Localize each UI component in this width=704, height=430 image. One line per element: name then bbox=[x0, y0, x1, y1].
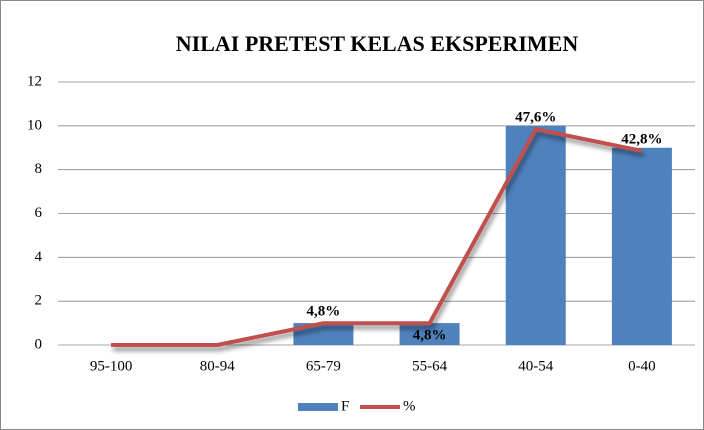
x-tick-label: 55-64 bbox=[412, 358, 447, 374]
data-label: 42,8% bbox=[621, 131, 662, 147]
x-tick-label: 0-40 bbox=[628, 358, 656, 374]
legend-label: F bbox=[341, 398, 349, 414]
y-tick-label: 10 bbox=[27, 117, 42, 133]
bar bbox=[611, 147, 672, 345]
x-tick-label: 65-79 bbox=[306, 358, 341, 374]
legend-label: % bbox=[403, 398, 416, 414]
x-tick-label: 80-94 bbox=[200, 358, 235, 374]
x-tick-label: 40-54 bbox=[518, 358, 553, 374]
y-tick-label: 4 bbox=[35, 249, 43, 265]
chart-title: NILAI PRETEST KELAS EKSPERIMEN bbox=[176, 31, 579, 56]
bar bbox=[399, 323, 460, 345]
bar bbox=[505, 125, 566, 345]
y-tick-label: 6 bbox=[35, 205, 43, 221]
bar bbox=[293, 323, 354, 345]
y-tick-label: 12 bbox=[27, 73, 42, 89]
line-series bbox=[111, 127, 643, 347]
data-label: 47,6% bbox=[515, 110, 556, 126]
y-tick-label: 8 bbox=[35, 161, 43, 177]
data-label: 4,8% bbox=[413, 328, 447, 344]
x-tick-label: 95-100 bbox=[90, 358, 133, 374]
legend-swatch bbox=[298, 403, 338, 411]
data-label: 4,8% bbox=[307, 304, 341, 320]
y-tick-label: 0 bbox=[35, 336, 43, 352]
y-tick-label: 2 bbox=[35, 293, 43, 309]
